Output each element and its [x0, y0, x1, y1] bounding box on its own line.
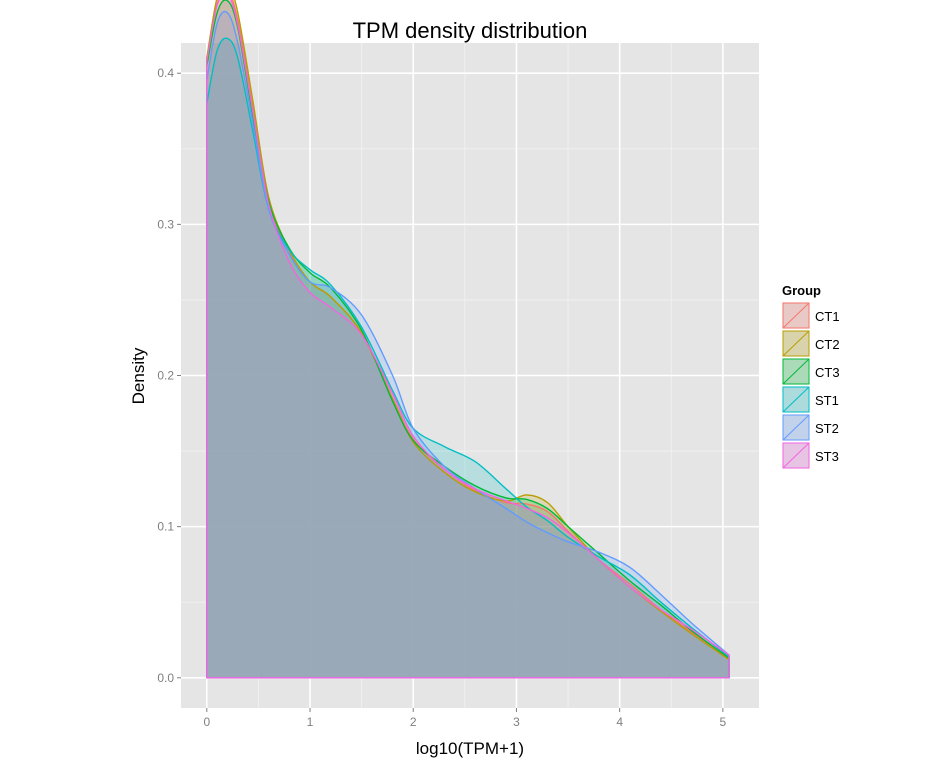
legend-label-st1: ST1 — [815, 393, 839, 408]
density-fills — [206, 0, 730, 678]
y-axis-ticks: 0.0 0.1 0.2 0.3 0.4 — [157, 66, 181, 685]
x-tick-label: 1 — [307, 715, 314, 729]
x-tick-label: 5 — [720, 715, 727, 729]
y-tick-label: 0.0 — [157, 671, 174, 685]
legend-key-slash — [782, 302, 810, 329]
density-line-st2 — [206, 10, 730, 679]
y-axis-title: Density — [129, 347, 148, 404]
legend-label-ct1: CT1 — [815, 309, 840, 324]
y-tick-label: 0.3 — [157, 217, 174, 231]
x-tick-label: 4 — [616, 715, 623, 729]
legend-label-ct3: CT3 — [815, 365, 840, 380]
x-tick-label: 0 — [203, 715, 210, 729]
legend: Group CT1 CT2 CT3 ST1 ST2 ST3 — [781, 283, 840, 470]
x-axis-ticks: 0 1 2 3 4 5 — [203, 708, 727, 729]
legend-label-st2: ST2 — [815, 421, 839, 436]
legend-label-st3: ST3 — [815, 449, 839, 464]
y-tick-label: 0.4 — [157, 66, 174, 80]
x-tick-label: 3 — [513, 715, 520, 729]
legend-key-slash — [782, 442, 810, 469]
legend-key-slash — [782, 358, 810, 385]
legend-key-slash — [782, 414, 810, 441]
legend-key-slash — [782, 386, 810, 413]
legend-key-slash — [782, 330, 810, 357]
density-line-st3 — [206, 0, 730, 679]
x-tick-label: 2 — [410, 715, 417, 729]
chart-title: TPM density distribution — [353, 18, 588, 43]
density-fill-overlap — [206, 38, 730, 678]
x-axis-title: log10(TPM+1) — [416, 739, 524, 758]
y-tick-label: 0.2 — [157, 369, 174, 383]
legend-title: Group — [782, 283, 821, 298]
legend-label-ct2: CT2 — [815, 337, 840, 352]
y-tick-label: 0.1 — [157, 520, 174, 534]
density-lines — [206, 0, 730, 679]
